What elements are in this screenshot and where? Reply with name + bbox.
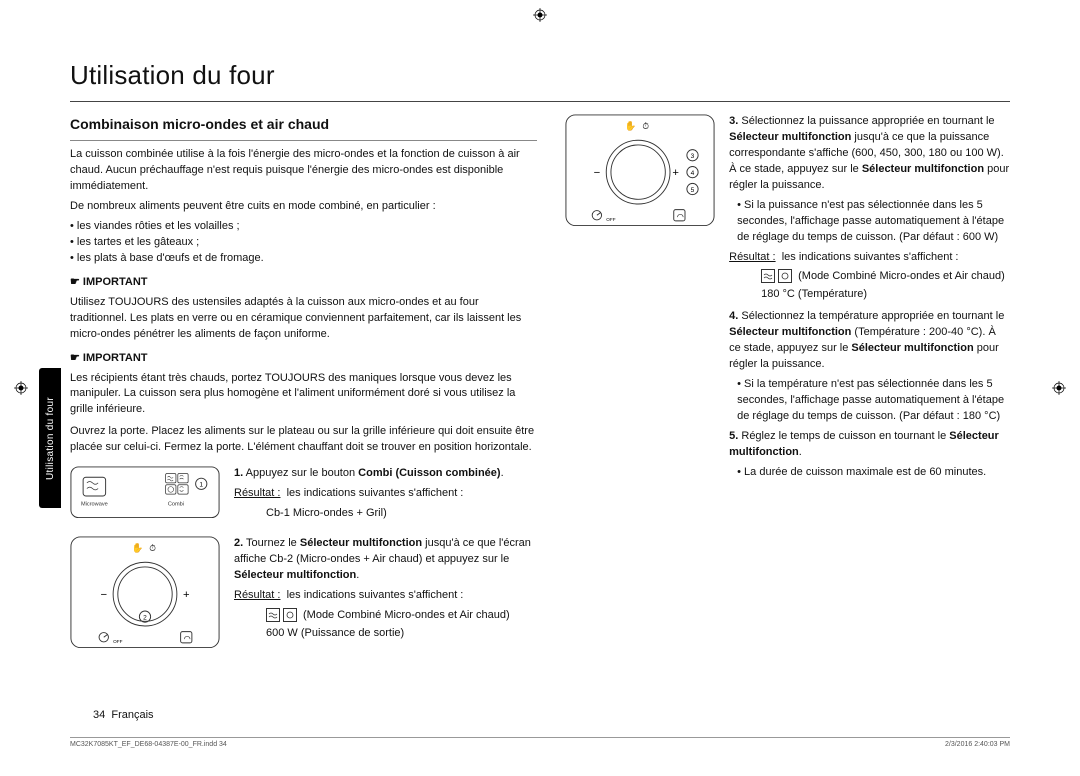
result-label: Résultat :: [234, 487, 280, 499]
page-language: Français: [111, 709, 153, 721]
step-345-row: ✋ ⏱ − + OFF 3 4 5 3. Sélectionnez la pui…: [565, 114, 1010, 485]
intro-text-1: La cuisson combinée utilise à la fois l'…: [70, 147, 537, 195]
step-number: 3.: [729, 115, 738, 127]
result-mode-line: (Mode Combiné Micro-ondes et Air chaud): [266, 608, 537, 624]
food-list: les viandes rôties et les volailles ; le…: [70, 219, 537, 267]
step-1-text: 1. Appuyez sur le bouton Combi (Cuisson …: [234, 466, 537, 526]
result-power-line: 600 W (Puissance de sortie): [266, 626, 537, 642]
svg-text:−: −: [594, 167, 601, 179]
open-door-text: Ouvrez la porte. Placez les aliments sur…: [70, 424, 537, 456]
manual-page: Utilisation du four Utilisation du four …: [0, 0, 1080, 776]
svg-text:2: 2: [143, 614, 147, 621]
registration-mark-top: [533, 8, 547, 22]
section-rule: [70, 140, 537, 141]
result-label: Résultat :: [234, 589, 280, 601]
dial-diagram-2: ✋ ⏱ − + OFF 2: [70, 536, 220, 654]
svg-text:−: −: [100, 589, 107, 601]
result-line: Cb-1 Micro-ondes + Gril): [266, 506, 537, 522]
step-2-text: 2. Tournez le Sélecteur multifonction ju…: [234, 536, 537, 646]
registration-mark-right: [1052, 381, 1066, 395]
title-rule: [70, 101, 1010, 102]
result-label: Résultat :: [729, 251, 775, 263]
svg-text:✋: ✋: [132, 542, 144, 553]
section-heading: Combinaison micro-ondes et air chaud: [70, 114, 537, 134]
step-number: 5.: [729, 430, 738, 442]
svg-text:3: 3: [691, 153, 695, 160]
dial-diagram-345: ✋ ⏱ − + OFF 3 4 5: [565, 114, 715, 232]
svg-text:+: +: [672, 167, 679, 179]
result-temp-line: 180 °C (Température): [761, 287, 1010, 303]
microwave-icon: [761, 269, 775, 283]
svg-text:Microwave: Microwave: [81, 502, 108, 508]
indd-timestamp: 2/3/2016 2:40:03 PM: [945, 741, 1010, 748]
page-title: Utilisation du four: [70, 60, 1010, 91]
step-number: 2.: [234, 537, 243, 549]
list-item: les plats à base d'œufs et de fromage.: [70, 251, 537, 267]
important-label: IMPORTANT: [70, 275, 537, 291]
side-tab: Utilisation du four: [39, 368, 61, 508]
intro-text-2: De nombreux aliments peuvent être cuits …: [70, 199, 537, 215]
side-tab-label: Utilisation du four: [45, 397, 56, 480]
important-text-2: Les récipients étant très chauds, portez…: [70, 371, 537, 419]
step-3-text: 3. Sélectionnez la puissance appropriée …: [729, 114, 1010, 485]
hot-air-icon: [283, 608, 297, 622]
indd-filename: MC32K7085KT_EF_DE68-04387E-00_FR.indd 34: [70, 741, 227, 748]
step-4-sub: Si la température n'est pas sélectionnée…: [737, 377, 1010, 425]
column-left: Combinaison micro-ondes et air chaud La …: [70, 114, 537, 654]
important-label: IMPORTANT: [70, 351, 537, 367]
microwave-icon: [266, 608, 280, 622]
step-5-sub: La durée de cuisson maximale est de 60 m…: [737, 465, 1010, 481]
step-number: 4.: [729, 310, 738, 322]
columns: Combinaison micro-ondes et air chaud La …: [70, 114, 1010, 654]
list-item: les tartes et les gâteaux ;: [70, 235, 537, 251]
result-mode-line: (Mode Combiné Micro-ondes et Air chaud): [761, 269, 1010, 285]
svg-text:✋: ✋: [625, 120, 637, 131]
list-item: les viandes rôties et les volailles ;: [70, 219, 537, 235]
page-number: 34: [93, 709, 105, 721]
column-right: ✋ ⏱ − + OFF 3 4 5 3. Sélectionnez la pui…: [565, 114, 1010, 654]
svg-text:OFF: OFF: [606, 217, 615, 222]
svg-text:1: 1: [199, 482, 203, 489]
svg-text:OFF: OFF: [113, 639, 122, 644]
svg-text:4: 4: [691, 170, 695, 177]
svg-text:+: +: [183, 589, 190, 601]
step-number: 1.: [234, 467, 243, 479]
svg-text:⏱: ⏱: [149, 543, 156, 553]
control-panel-diagram: Microwave Combi 1: [70, 466, 220, 524]
svg-text:⏱: ⏱: [642, 121, 649, 131]
registration-mark-left: [14, 381, 28, 395]
svg-text:Combi: Combi: [168, 502, 184, 508]
step-3-sub: Si la puissance n'est pas sélectionnée d…: [737, 198, 1010, 246]
svg-text:5: 5: [691, 187, 695, 194]
hot-air-icon: [778, 269, 792, 283]
page-footer: 34 Français: [93, 709, 154, 721]
important-text-1: Utilisez TOUJOURS des ustensiles adaptés…: [70, 295, 537, 343]
step-2-row: ✋ ⏱ − + OFF 2 2. Tournez le Sélecteur mu…: [70, 536, 537, 654]
step-1-row: Microwave Combi 1 1. Appuyez sur le bout…: [70, 466, 537, 526]
indd-footer: MC32K7085KT_EF_DE68-04387E-00_FR.indd 34…: [70, 737, 1010, 748]
